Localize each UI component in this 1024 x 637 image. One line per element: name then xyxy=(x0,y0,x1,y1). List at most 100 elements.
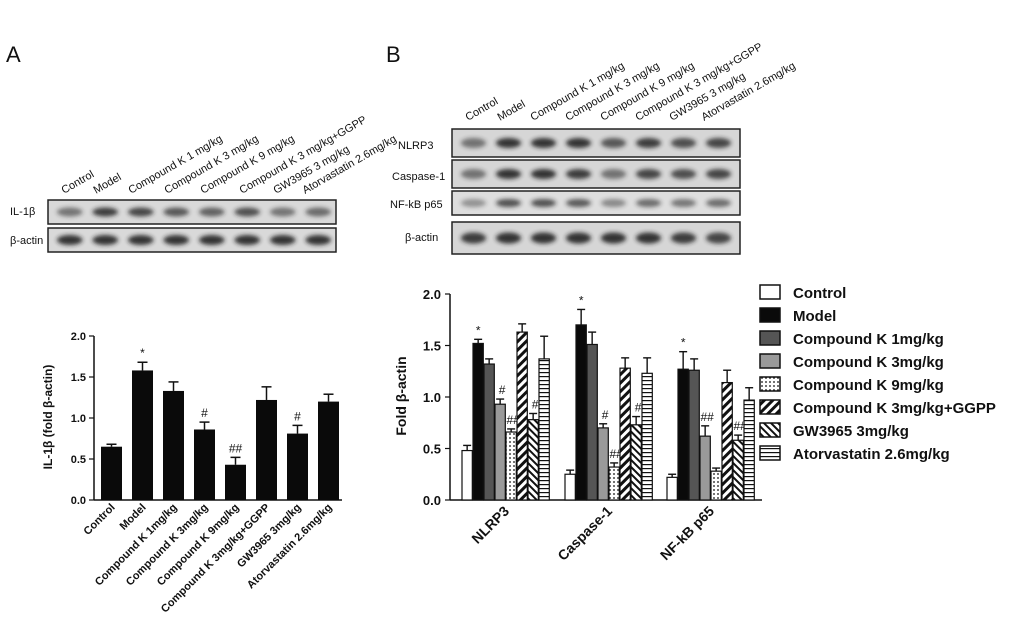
chart-a-ytick-label: 0.5 xyxy=(71,454,86,466)
legend-swatch xyxy=(759,307,781,323)
blot-band xyxy=(305,235,332,245)
blot-a-bands xyxy=(56,207,332,245)
blot-b-membrane-nlrp3 xyxy=(451,128,741,158)
chart-b-significance: # xyxy=(532,397,539,411)
chart-b-bar xyxy=(483,363,495,501)
blot-band xyxy=(530,232,557,244)
blot-band xyxy=(234,207,261,217)
blot-band xyxy=(705,199,732,207)
chart-b-yticks: 0.0 0.5 1.0 1.5 2.0 xyxy=(423,287,762,508)
chart-b-ytick-label: 0.0 xyxy=(423,493,441,508)
blot-a-lane-label: Control xyxy=(60,168,97,196)
blot-b-membrane-actin xyxy=(451,221,741,255)
chart-b-ytick-label: 2.0 xyxy=(423,287,441,302)
chart-b-bar xyxy=(538,358,550,501)
blot-a-lane-label: Model xyxy=(92,171,124,196)
chart-b-ylabel: Fold β-actin xyxy=(393,356,409,435)
chart-b-bar xyxy=(527,419,539,501)
legend-swatch xyxy=(759,399,781,415)
chart-b-category-label: NF-kB p65 xyxy=(657,503,717,563)
chart-b-bar xyxy=(494,403,506,501)
blot-band xyxy=(600,138,627,148)
blot-a-lane-labels: Control Model Compound K 1 mg/kg Compoun… xyxy=(60,114,399,197)
chart-b-bar xyxy=(721,381,733,501)
blot-band xyxy=(565,199,592,207)
legend-swatch xyxy=(759,353,781,369)
blot-band xyxy=(127,207,154,217)
chart-b-bar xyxy=(732,439,744,501)
chart-a-significance: * xyxy=(140,346,145,360)
blot-band xyxy=(460,232,487,244)
chart-b-category-label: NLRP3 xyxy=(468,503,512,547)
chart-b: Fold β-actin 0.00.51.01.52.0 *####*####*… xyxy=(393,287,762,564)
chart-b-bar xyxy=(564,473,576,501)
blot-band xyxy=(305,207,332,217)
blot-band xyxy=(495,199,522,207)
legend-entry: Atorvastatin 2.6mg/kg xyxy=(793,446,950,463)
blot-band xyxy=(635,169,662,179)
legend-entry: Compound K 3mg/kg+GGPP xyxy=(793,400,996,417)
blot-a-row-label: β-actin xyxy=(10,235,43,247)
blot-band xyxy=(670,169,697,179)
blot-band xyxy=(460,199,487,207)
chart-b-bar xyxy=(743,399,755,501)
chart-a-bar xyxy=(225,464,246,500)
chart-b-bar xyxy=(597,427,609,501)
blot-band xyxy=(635,138,662,148)
blot-b-membrane-caspase1 xyxy=(451,159,741,189)
legend-entry: Compound K 1mg/kg xyxy=(793,331,944,348)
chart-a-bar xyxy=(318,401,339,500)
legend-entry: Compound K 9mg/kg xyxy=(793,377,944,394)
blot-band xyxy=(495,232,522,244)
chart-b-bar xyxy=(461,449,473,501)
blot-band xyxy=(127,235,154,245)
blot-band xyxy=(530,199,557,207)
chart-b-bar xyxy=(472,342,484,501)
chart-b-significance: # xyxy=(635,401,642,415)
chart-b-legend: Control Model Compound K 1mg/kg Compound K … xyxy=(759,284,996,463)
chart-b-bar xyxy=(608,466,620,501)
blot-band xyxy=(530,138,557,148)
chart-a: IL-1β (fold β-actin) 0.00.51.01.52.0 *##… xyxy=(41,331,342,615)
chart-b-bar xyxy=(575,324,587,501)
chart-b-bar xyxy=(688,369,700,501)
blot-b-row-label: Caspase-1 xyxy=(392,171,445,183)
blot-band xyxy=(56,207,83,217)
chart-a-ytick-label: 1.5 xyxy=(71,372,86,384)
chart-a-category-label: Control xyxy=(81,502,117,538)
blot-band xyxy=(565,138,592,148)
chart-b-bar xyxy=(505,431,517,501)
blot-b-lane-label: Model xyxy=(496,98,528,123)
chart-b-significance: * xyxy=(476,323,481,337)
chart-b-bar xyxy=(586,343,598,501)
blot-band xyxy=(198,235,225,245)
chart-b-bar xyxy=(710,470,722,501)
blot-band xyxy=(92,235,119,245)
blot-band xyxy=(163,207,190,217)
chart-b-significance: * xyxy=(579,293,584,307)
legend-swatch xyxy=(759,422,781,438)
chart-b-category-label: Caspase-1 xyxy=(554,503,615,564)
chart-b-xlabels: NLRP3 Caspase-1 NF-kB p65 xyxy=(468,503,717,564)
chart-b-bar xyxy=(677,368,689,501)
chart-b-bar xyxy=(630,424,642,501)
chart-a-bar xyxy=(132,370,153,500)
blot-b-row-label: NLRP3 xyxy=(398,140,433,152)
blot-band xyxy=(460,138,487,148)
blot-band xyxy=(635,199,662,207)
blot-band xyxy=(495,169,522,179)
blot-b-row-label: NF-kB p65 xyxy=(390,199,443,211)
chart-b-significance: # xyxy=(499,383,506,397)
panel-label-b: B xyxy=(386,42,401,67)
chart-a-significance: ## xyxy=(229,441,243,455)
blot-band xyxy=(565,232,592,244)
blot-b-row-label: β-actin xyxy=(405,232,438,244)
blot-band xyxy=(670,199,697,207)
chart-a-ytick-label: 1.0 xyxy=(71,413,86,425)
legend-entry: Compound K 3mg/kg xyxy=(793,354,944,371)
blot-band xyxy=(530,169,557,179)
blot-b-lane-labels: Control Model Compound K 1 mg/kg Compoun… xyxy=(464,41,798,124)
blot-band xyxy=(705,169,732,179)
chart-a-ytick-label: 2.0 xyxy=(71,331,86,343)
chart-a-bar xyxy=(256,399,277,500)
